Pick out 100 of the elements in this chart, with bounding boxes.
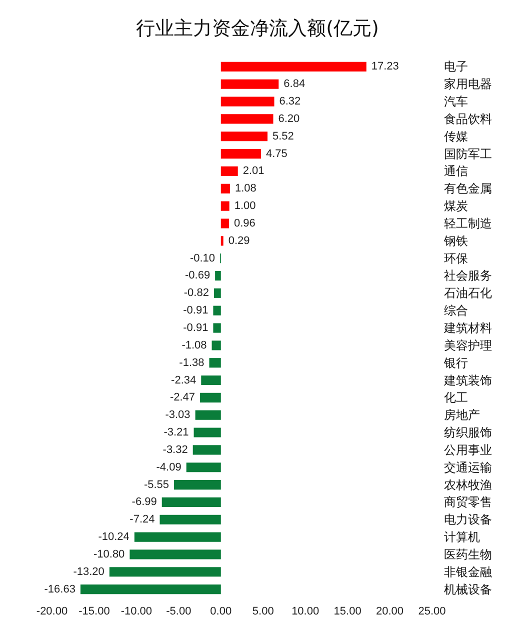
data-label: 17.23 [371,60,399,73]
data-label: 4.75 [266,148,288,160]
data-label: -10.80 [93,548,125,560]
data-label: 6.84 [284,78,306,90]
bar [214,288,221,298]
bar [160,514,221,524]
bar [215,270,221,281]
bar [194,428,221,438]
data-label: -2.34 [171,374,196,386]
bar [195,410,221,420]
data-label: -0.10 [190,252,216,264]
data-label: -0.91 [183,322,208,334]
x-tick-label: -10.00 [120,606,152,618]
bar [220,114,274,124]
bar [220,218,229,228]
bar [220,96,274,106]
bar [174,480,221,490]
data-label: 0.96 [234,217,256,230]
bar [209,358,221,368]
bar [200,392,221,402]
x-tick-label: 20.00 [376,606,404,618]
data-label: -2.47 [170,392,196,404]
bar [220,236,224,246]
y-tick-label: 美容护理 [444,338,492,352]
y-tick-label: 社会服务 [444,268,492,283]
y-tick-label: 家用电器 [444,77,492,92]
y-tick-label: 轻工制造 [444,216,492,230]
y-tick-label: 建筑材料 [443,321,492,335]
data-label: 6.20 [278,112,300,125]
data-label: 6.32 [279,96,301,108]
y-tick-label: 计算机 [444,530,480,544]
x-tick-label: -15.00 [78,606,110,618]
y-tick-label: 食品饮料 [444,112,492,126]
bar [220,149,261,159]
bar [109,567,221,577]
bar [162,497,221,507]
data-label: -4.09 [156,461,182,474]
data-label: 1.00 [234,200,256,212]
y-tick-label: 通信 [444,164,468,178]
bar [220,201,230,211]
x-tick-label: 25.00 [418,606,446,618]
bar [80,584,221,594]
data-label: -0.82 [184,287,209,300]
bar [213,306,221,316]
y-tick-label: 医药生物 [444,547,492,562]
y-tick-label: 建筑装饰 [443,373,492,388]
data-label: -3.21 [164,426,189,439]
bar [220,166,238,176]
bar [220,132,268,142]
x-tick-label: 10.00 [292,606,320,618]
y-tick-label: 综合 [444,304,468,318]
data-label: -3.32 [162,444,188,456]
y-tick-label: 煤炭 [444,199,468,214]
data-label: -5.55 [144,478,170,491]
y-tick-label: 交通运输 [444,460,492,474]
y-tick-label: 钢铁 [443,234,468,248]
data-label: -0.91 [183,304,208,317]
bar [220,62,366,72]
y-tick-label: 化工 [444,390,468,405]
y-tick-label: 房地产 [444,408,480,422]
data-label: -7.24 [130,514,155,526]
data-label: 0.29 [228,234,250,247]
bar [213,323,221,333]
data-label: 1.08 [235,182,256,195]
y-tick-label: 农林牧渔 [444,478,492,492]
x-tick-label: 0.00 [210,606,232,618]
data-label: 5.52 [272,130,294,142]
bar [220,184,230,194]
data-label: -1.08 [182,339,207,352]
bar [192,445,221,455]
y-tick-label: 公用事业 [444,442,492,457]
bar [212,340,221,350]
bar [130,550,221,560]
y-tick-label: 纺织服饰 [444,426,492,440]
y-tick-label: 银行 [443,356,468,370]
bar [134,532,221,542]
data-label: -10.24 [98,531,130,544]
y-tick-label: 商贸零售 [444,495,492,510]
y-tick-label: 汽车 [444,94,468,109]
data-label: -16.63 [44,583,76,596]
y-tick-label: 电力设备 [444,512,492,527]
x-tick-label: -5.00 [166,606,192,618]
bar [201,375,221,386]
data-label: -13.20 [73,566,104,578]
y-tick-label: 环保 [444,251,468,266]
x-tick-label: 15.00 [334,606,362,618]
y-tick-label: 传媒 [444,129,468,144]
y-tick-label: 非银金融 [444,564,492,579]
y-tick-label: 有色金属 [444,182,492,196]
data-label: -0.69 [184,270,210,282]
bar [220,79,279,89]
y-tick-label: 机械设备 [444,582,492,596]
data-label: -6.99 [132,496,157,508]
data-label: -3.03 [165,409,190,422]
data-label: 2.01 [242,165,264,178]
x-tick-label: 5.00 [252,606,274,618]
chart-title: 行业主力资金净流入额(亿元) [136,18,379,40]
y-tick-label: 石油石化 [444,286,492,300]
x-tick-label: -20.00 [36,606,68,618]
data-label: -1.38 [179,356,204,369]
